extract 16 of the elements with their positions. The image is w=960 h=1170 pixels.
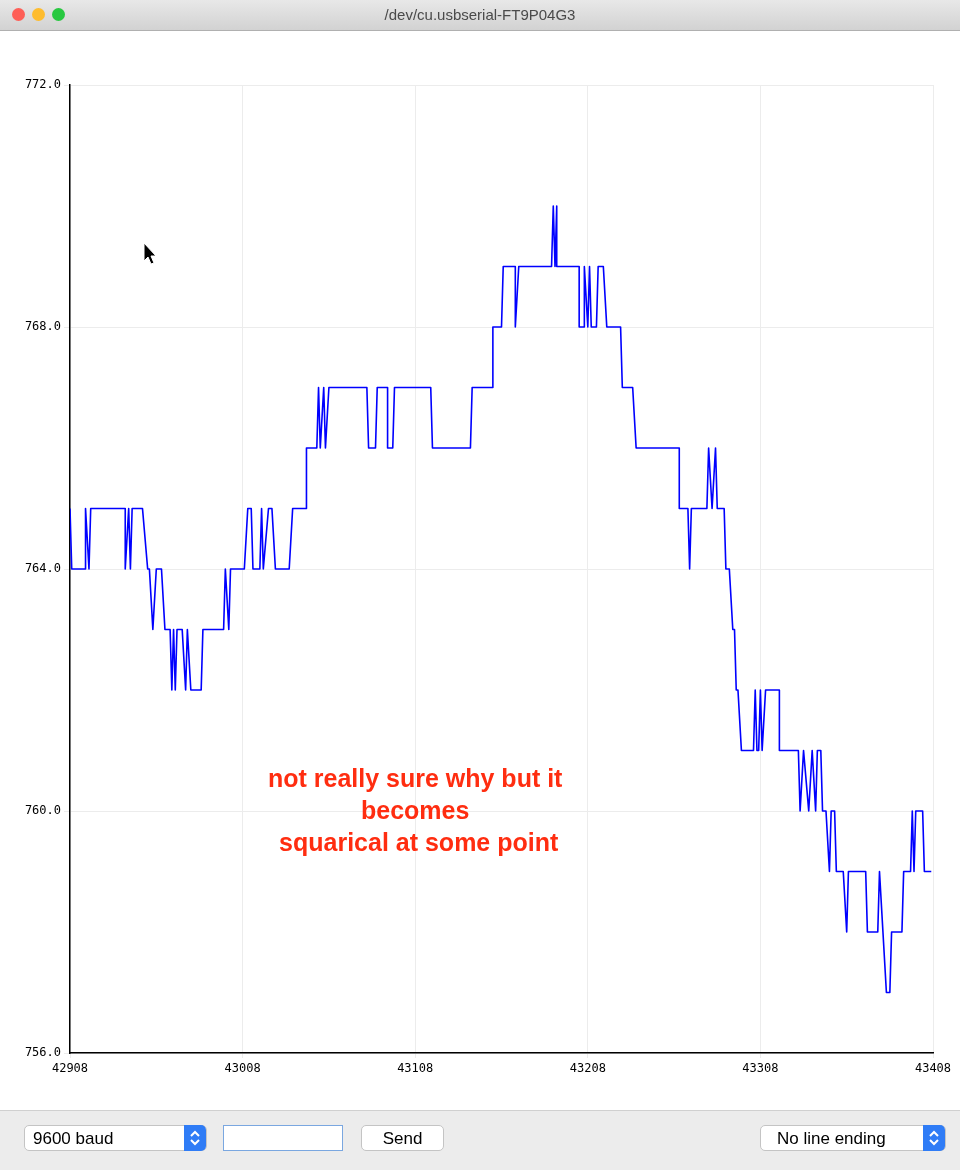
annotation: not really sure why but it becomes squarical at some point: [267, 763, 564, 856]
x-tick-label: 43208: [569, 1061, 606, 1076]
chart-title: /dev/cu.usbserial-FT9P04G3: [383, 6, 577, 23]
y-tick-label: 760.0: [24, 803, 61, 818]
x-tick-label: 43308: [742, 1061, 779, 1076]
text: No line ending: [777, 1129, 886, 1148]
y-tick-label: 772.0: [24, 77, 61, 92]
text: 9600 baud: [33, 1129, 114, 1148]
x-tick-label: 43008: [224, 1061, 261, 1076]
text: Send: [382, 1129, 423, 1148]
x-tick-label: 42908: [51, 1061, 89, 1076]
y-tick-label: 768.0: [24, 319, 61, 334]
y-tick-label: 764.0: [24, 561, 61, 576]
y-tick-label: 756.0: [24, 1045, 61, 1060]
x-tick-label: 43408: [914, 1061, 952, 1076]
x-tick-label: 43108: [397, 1061, 434, 1076]
